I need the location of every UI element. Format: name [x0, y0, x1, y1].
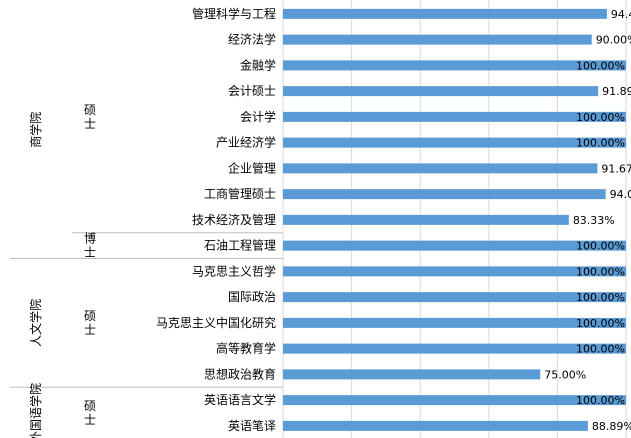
- college-label: 商学院: [28, 112, 43, 148]
- value-label: 75.00%: [544, 368, 586, 381]
- group-separators: [10, 232, 283, 388]
- degree-label: 硕: [84, 399, 96, 413]
- bar: [283, 60, 626, 71]
- value-label: 100.00%: [576, 137, 625, 150]
- value-label: 100.00%: [576, 343, 625, 356]
- bar: [283, 343, 626, 354]
- bar: [283, 420, 588, 431]
- degree-label: 硕: [84, 309, 96, 323]
- bar: [283, 86, 599, 97]
- category-label: 思想政治教育: [204, 366, 276, 381]
- category-label: 高等教育学: [216, 341, 276, 356]
- category-label: 产业经济学: [216, 135, 276, 150]
- category-label: 马克思主义中国化研究: [156, 315, 276, 330]
- degree-label: 硕: [84, 103, 96, 117]
- category-label: 技术经济及管理: [192, 212, 276, 227]
- value-label: 100.00%: [576, 240, 625, 253]
- college-label: 人文学院: [28, 299, 43, 347]
- bar: [283, 292, 626, 303]
- category-labels: 管理科学与工程经济法学金融学会计硕士会计学产业经济学企业管理工商管理硕士技术经济…: [156, 6, 276, 433]
- value-label: 100.00%: [576, 265, 625, 278]
- bar: [283, 189, 606, 200]
- value-label: 83.33%: [573, 214, 615, 227]
- degree-label: 士: [84, 117, 96, 131]
- value-labels: 94.44% 90.00% 100.00% 91.89% 100.00% 100.00% 9…: [544, 8, 631, 433]
- category-label: 会计硕士: [228, 84, 276, 98]
- value-label: 91.89%: [602, 85, 631, 98]
- bar: [283, 395, 626, 406]
- category-label: 金融学: [240, 57, 276, 72]
- value-label: 90.00%: [596, 34, 631, 47]
- bar: [283, 8, 607, 19]
- value-label: 100.00%: [576, 111, 625, 124]
- bar: [283, 369, 541, 380]
- category-label: 英语笔译: [228, 418, 276, 433]
- bar: [283, 317, 626, 328]
- bar: [283, 137, 626, 148]
- category-label: 企业管理: [228, 160, 276, 175]
- bar: [283, 163, 598, 174]
- bars: [283, 8, 626, 431]
- value-label: 88.89%: [592, 420, 631, 433]
- value-label: 100.00%: [576, 59, 625, 72]
- value-label: 100.00%: [576, 317, 625, 330]
- bar: [283, 266, 626, 277]
- bar: [283, 240, 626, 251]
- value-label: 100.00%: [576, 394, 625, 407]
- value-label: 94.44%: [611, 8, 631, 21]
- bar: [283, 111, 626, 122]
- category-label: 工商管理硕士: [204, 186, 276, 201]
- degree-label: 士: [84, 323, 96, 337]
- category-label: 英语语言文学: [204, 392, 276, 407]
- value-label: 91.67%: [601, 162, 631, 175]
- bar: [283, 214, 569, 225]
- value-label: 94.06%: [610, 188, 631, 201]
- degree-label: 士: [84, 246, 96, 260]
- category-label: 管理科学与工程: [192, 6, 276, 21]
- category-label: 石油工程管理: [204, 238, 276, 253]
- category-label: 马克思主义哲学: [192, 263, 276, 278]
- category-label: 经济法学: [228, 32, 276, 47]
- degree-label: 博: [84, 231, 96, 246]
- college-label: 外国语学院: [28, 383, 43, 438]
- category-label: 会计学: [240, 109, 276, 124]
- degree-label: 士: [84, 413, 96, 427]
- value-label: 100.00%: [576, 291, 625, 304]
- category-label: 国际政治: [228, 290, 276, 304]
- bar: [283, 34, 592, 45]
